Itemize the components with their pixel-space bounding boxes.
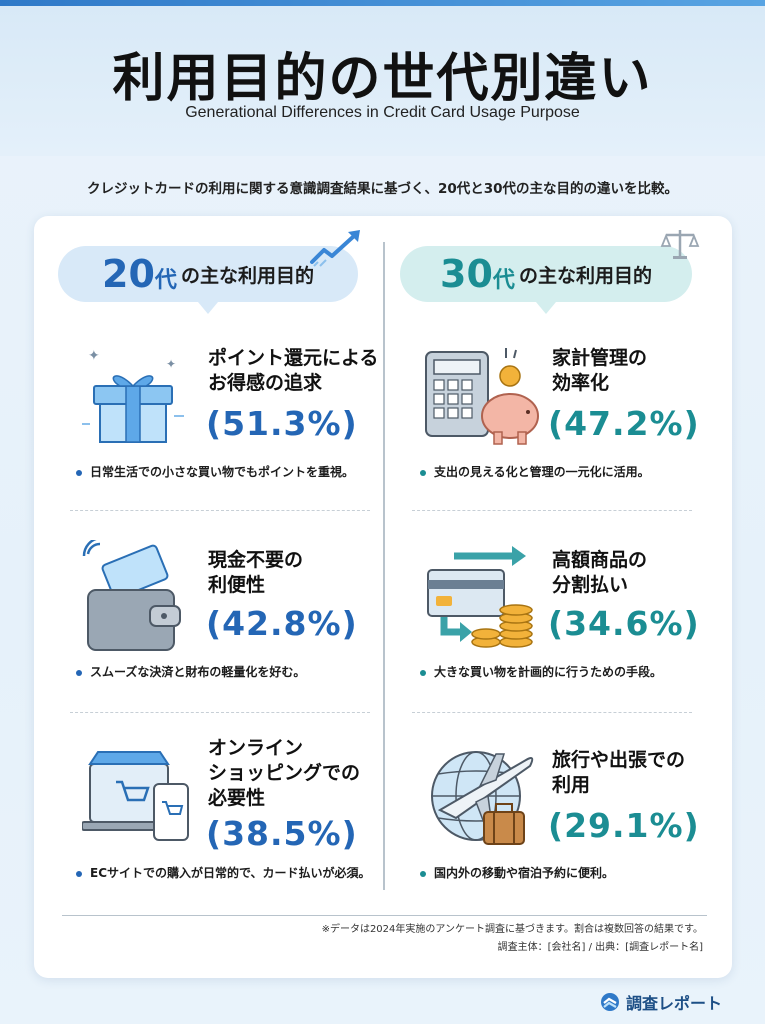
- heading-20s-label: の主な利用目的: [180, 264, 314, 287]
- item-20s-3-note: ECサイトでの購入が日常的で、カード払いが必須。: [76, 864, 371, 881]
- item-20s-2-note: スムーズな決済と財布の軽量化を好む。: [76, 663, 305, 680]
- header: 利用目的の世代別違い Generational Differences in C…: [0, 6, 765, 156]
- svg-text:✦: ✦: [88, 348, 100, 364]
- item-20s-3-title: オンライン ショッピングでの 必要性: [208, 737, 361, 809]
- item-30s-2-note: 大きな買い物を計画的に行うための手段。: [420, 663, 662, 680]
- intro-text: クレジットカードの利用に関する意識調査結果に基づく、20代と30代の主な目的の違…: [86, 181, 679, 197]
- heading-20s: 20代 の主な利用目的: [58, 246, 358, 314]
- separator: [70, 510, 370, 511]
- calculator-piggy-icon: [425, 348, 539, 445]
- item-20s-1-note: 日常生活での小さな買い物でもポイントを重視。: [76, 463, 354, 480]
- item-20s-2-percent: (42.8%): [206, 604, 358, 643]
- footer-note: ※データは2024年実施のアンケート調査に基づきます。割合は複数回答の結果です。: [321, 924, 703, 935]
- brand-name: 調査レポート: [626, 994, 723, 1013]
- item-30s-3-percent: (29.1%): [548, 806, 700, 845]
- balance-scale-icon: [660, 230, 700, 259]
- footer-source: 調査主体：[会社名] / 出典：[調査レポート名]: [497, 942, 703, 953]
- item-30s-2-percent: (34.6%): [548, 604, 700, 643]
- svg-text:✦: ✦: [166, 357, 176, 371]
- page-subtitle: Generational Differences in Credit Card …: [185, 104, 580, 121]
- item-30s-2-title: 高額商品の 分割払い: [552, 549, 648, 596]
- gift-box-icon: ✦ ✦: [82, 348, 184, 443]
- brand-mark-icon: [601, 993, 619, 1011]
- globe-plane-icon: [431, 751, 534, 845]
- separator: [412, 510, 692, 511]
- separator: [70, 712, 370, 713]
- card-coins-icon: [427, 546, 533, 648]
- page-title: 利用目的の世代別違い: [112, 49, 653, 109]
- item-30s-3-note: 国内外の移動や宿泊予約に便利。: [420, 864, 614, 881]
- top-accent-bar: [0, 0, 765, 6]
- heading-30s: 30代 の主な利用目的: [400, 246, 692, 314]
- item-30s-3-title: 旅行や出張での 利用: [552, 749, 686, 796]
- footer-divider: [62, 915, 707, 916]
- item-20s-1-percent: (51.3%): [206, 404, 358, 443]
- item-30s-1-note: 支出の見える化と管理の一元化に活用。: [420, 463, 650, 480]
- trend-arrow-icon: [310, 230, 360, 267]
- heading-20s-gen: 20代: [102, 252, 177, 296]
- item-20s-3-percent: (38.5%): [206, 814, 358, 853]
- item-30s-1-percent: (47.2%): [548, 404, 700, 443]
- wallet-card-icon: [82, 540, 181, 651]
- column-divider: [383, 242, 385, 890]
- online-shop-icon: [82, 751, 189, 841]
- heading-30s-label: の主な利用目的: [518, 264, 652, 287]
- brand-logo: 調査レポート: [600, 990, 722, 1014]
- item-20s-2-title: 現金不要の 利便性: [208, 549, 304, 596]
- item-30s-1-title: 家計管理の 効率化: [552, 347, 648, 394]
- item-20s-1-title: ポイント還元による お得感の追求: [208, 347, 379, 394]
- separator: [412, 712, 692, 713]
- heading-30s-gen: 30代: [440, 252, 515, 296]
